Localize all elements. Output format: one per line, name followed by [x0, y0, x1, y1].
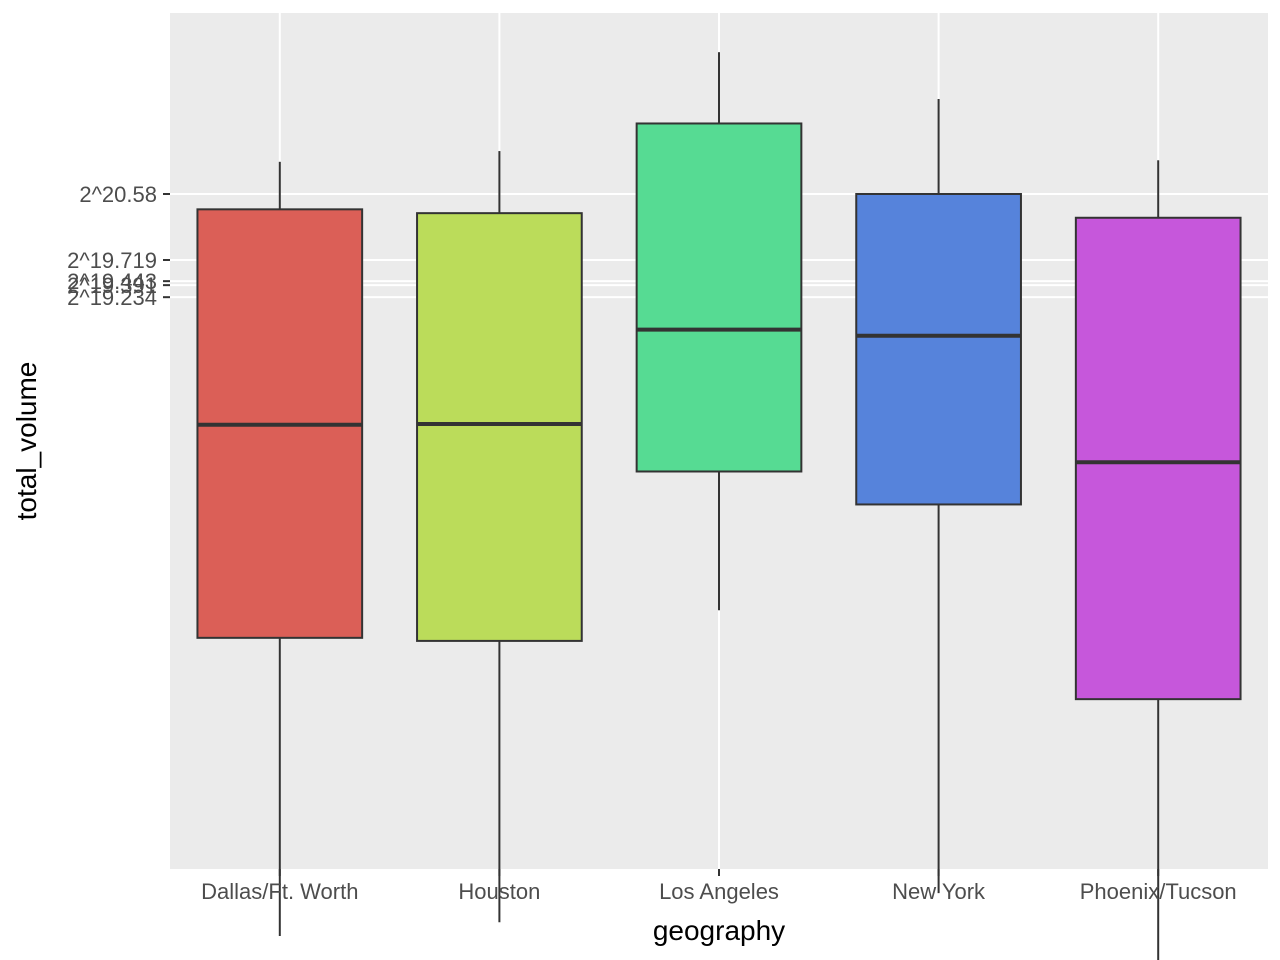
box-los-angeles: [635, 52, 803, 611]
x-tick-label: Houston: [458, 879, 540, 904]
box-iqr: [635, 122, 803, 473]
y-tick-label: 2^19.234: [67, 285, 157, 310]
box-new-york: [855, 98, 1022, 894]
x-tick-label: Los Angeles: [659, 879, 779, 904]
y-tick-label: 2^20.58: [79, 182, 157, 207]
y-tick-label: 2^19.443: [67, 269, 157, 294]
y-tick-label: 2^19.719: [67, 248, 157, 273]
x-axis-title: geography: [653, 915, 785, 946]
box-iqr: [1074, 216, 1242, 701]
boxes-layer: [196, 52, 1242, 960]
x-tick-label: Dallas/Ft. Worth: [201, 879, 358, 904]
y-tick-label: 2^19.391: [67, 273, 157, 298]
y-axis-title: total_volume: [11, 362, 42, 521]
box-iqr: [855, 193, 1022, 506]
x-axis: Dallas/Ft. Worth Houston Los Angeles New Yo…: [201, 869, 1237, 904]
x-tick-label: New York: [892, 879, 986, 904]
box-houston: [416, 151, 583, 923]
box-phoenix-tucson: [1074, 160, 1242, 960]
box-iqr: [416, 212, 583, 642]
x-tick-label: Phoenix/Tucson: [1080, 879, 1237, 904]
box-dallas-ft-worth: [196, 161, 364, 937]
